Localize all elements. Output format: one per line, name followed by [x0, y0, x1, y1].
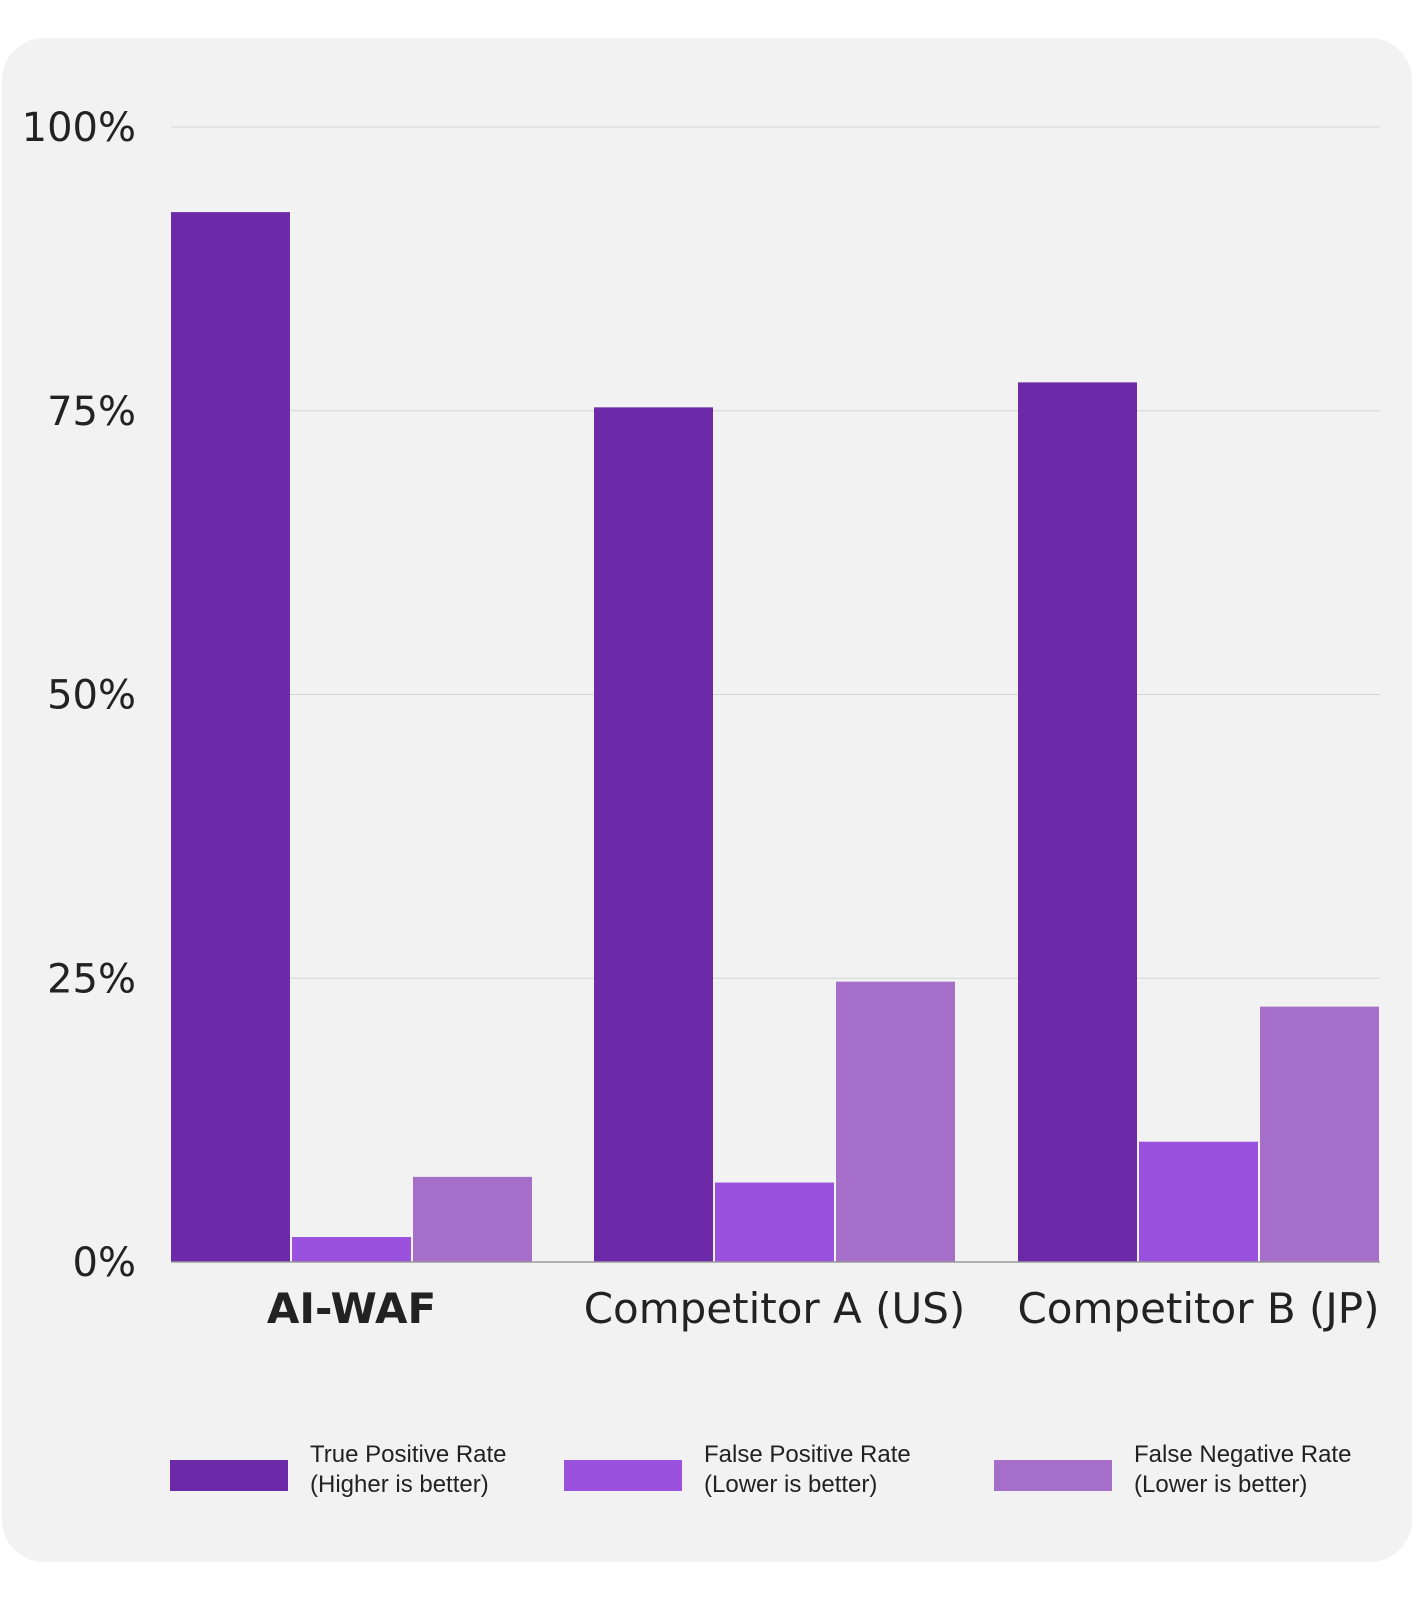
bar: [1260, 1006, 1379, 1262]
y-tick-label: 75%: [47, 389, 136, 435]
x-tick-label: AI-WAF: [267, 1284, 436, 1333]
legend-swatch-true-positive: [170, 1460, 288, 1491]
legend-note-false-negative: (Lower is better): [1134, 1471, 1308, 1498]
bar: [715, 1182, 834, 1262]
bar: [1018, 382, 1137, 1262]
legend-swatch-false-negative: [994, 1460, 1112, 1491]
y-tick-label: 100%: [22, 105, 136, 151]
bar: [594, 407, 713, 1263]
x-tick-label: Competitor B (JP): [1017, 1284, 1379, 1333]
legend-label-true-positive: True Positive Rate: [310, 1441, 507, 1468]
y-tick-label: 0%: [73, 1240, 136, 1286]
legend-swatch-false-positive: [564, 1460, 682, 1491]
legend-label-false-negative: False Negative Rate: [1134, 1441, 1352, 1468]
x-tick-label: Competitor A (US): [584, 1284, 966, 1333]
bar: [413, 1176, 532, 1262]
bar: [836, 981, 955, 1262]
legend-note-false-positive: (Lower is better): [704, 1471, 878, 1498]
y-tick-label: 25%: [47, 956, 136, 1002]
legend: True Positive Rate (Higher is better) Fa…: [0, 1440, 1414, 1520]
legend-note-true-positive: (Higher is better): [310, 1471, 489, 1498]
bar: [171, 212, 290, 1262]
bar: [1139, 1141, 1258, 1262]
y-tick-label: 50%: [47, 673, 136, 719]
bar: [292, 1237, 411, 1262]
legend-label-false-positive: False Positive Rate: [704, 1441, 911, 1468]
